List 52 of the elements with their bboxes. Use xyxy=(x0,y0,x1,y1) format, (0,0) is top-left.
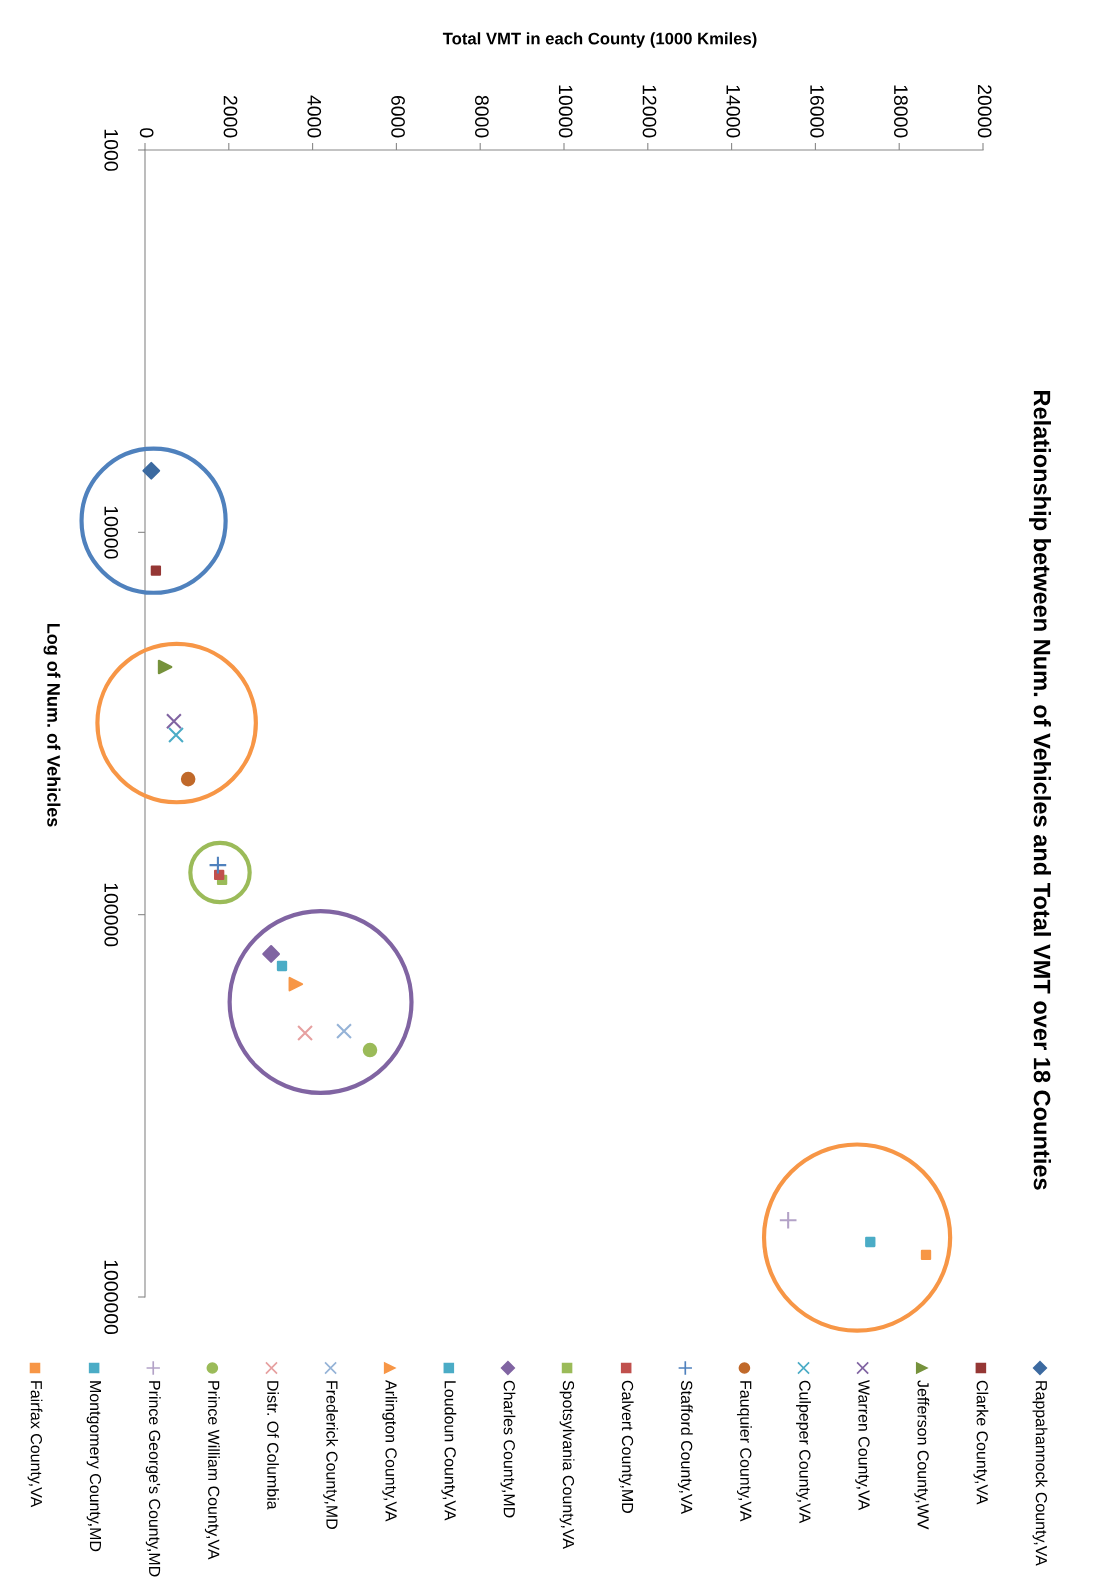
legend-label: Frederick County,MD xyxy=(323,1381,339,1529)
legend-label: Prince George's County,MD xyxy=(145,1381,161,1577)
legend-label: Jefferson County,WV xyxy=(914,1380,930,1530)
y-tick-label: 1000000 xyxy=(104,1260,119,1335)
legend-label: Fauquier County,VA xyxy=(736,1381,752,1522)
point xyxy=(865,1236,876,1248)
legend-label: Spotsylvania County,VA xyxy=(559,1380,575,1549)
x-tick-label: 18000 xyxy=(893,85,908,138)
point xyxy=(297,1025,314,1042)
text: Relationship between Num. of Vehicles and Total VMT over 18 Counties xyxy=(1028,391,1052,1190)
point xyxy=(214,869,225,881)
point xyxy=(778,1210,798,1230)
x-tick-label: 0 xyxy=(139,128,154,138)
point xyxy=(180,771,196,787)
point xyxy=(142,461,161,480)
point xyxy=(168,727,184,744)
legend-label: Charles County,MD xyxy=(500,1380,516,1518)
y-tick-label: 10000 xyxy=(104,506,119,559)
legend-label: Montgomery County,MD xyxy=(86,1381,102,1552)
x-tick-label: 2000 xyxy=(223,95,238,138)
x-tick-label: 14000 xyxy=(726,85,741,138)
legend-label: Fairfax County,VA xyxy=(27,1381,43,1508)
point xyxy=(262,945,281,963)
point xyxy=(150,565,162,576)
x-tick-label: 6000 xyxy=(391,95,405,138)
legend-label: Stafford County,VA xyxy=(677,1380,693,1515)
legend-label: Prince William County,VA xyxy=(204,1381,220,1560)
x-tick-label: 20000 xyxy=(977,85,992,138)
y-tick-label: 100000 xyxy=(104,883,119,947)
legend-label: Distr. Of Columbia xyxy=(267,1381,279,1510)
legend-label: Arlington County,VA xyxy=(382,1380,398,1522)
x-tick-label: 12000 xyxy=(642,85,657,138)
legend-label: Warren County,VA xyxy=(855,1380,870,1511)
point xyxy=(336,1023,353,1040)
legend-label: Clarke County,VA xyxy=(973,1380,989,1505)
point xyxy=(276,960,288,972)
legend-label: Culpeper County,VA xyxy=(796,1380,811,1524)
x-tick-label: 4000 xyxy=(307,95,322,138)
y-tick-label: 1000 xyxy=(104,129,119,171)
point xyxy=(920,1249,932,1261)
point xyxy=(288,976,304,992)
legend-label: Loudoun County,VA xyxy=(441,1381,457,1521)
legend-label: Calvert County,MD xyxy=(618,1380,634,1513)
x-tick-label: 10000 xyxy=(558,85,573,138)
x-tick-label: 16000 xyxy=(810,85,824,138)
point xyxy=(362,1042,378,1058)
legend-label: Rappahannock County,VA xyxy=(1032,1381,1048,1566)
point xyxy=(157,659,173,675)
y-axis-title: Log of Num. of Vehicles xyxy=(43,623,61,827)
x-axis-title: Total VMT in each County (1000 Kmiles) xyxy=(442,32,757,48)
x-tick-label: 8000 xyxy=(474,95,489,138)
point xyxy=(165,713,182,730)
